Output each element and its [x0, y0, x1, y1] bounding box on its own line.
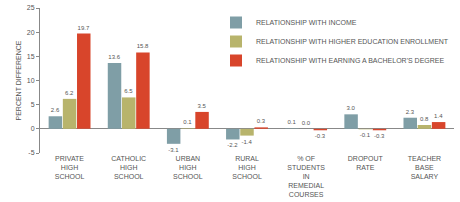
- svg-text:RELATIONSHIP WITH EARNING A BA: RELATIONSHIP WITH EARNING A BACHELOR'S D…: [256, 57, 445, 64]
- svg-text:PRIVATEHIGHSCHOOL: PRIVATEHIGHSCHOOL: [55, 155, 85, 180]
- svg-text:10: 10: [27, 77, 35, 84]
- svg-text:0.0: 0.0: [302, 120, 311, 126]
- svg-text:0.1: 0.1: [183, 119, 192, 125]
- svg-text:0.8: 0.8: [420, 116, 429, 122]
- svg-text:20: 20: [27, 29, 35, 36]
- svg-text:2.6: 2.6: [51, 107, 60, 113]
- svg-text:URBANHIGHSCHOOL: URBANHIGHSCHOOL: [173, 155, 203, 180]
- svg-text:1.4: 1.4: [434, 113, 443, 119]
- svg-text:3.5: 3.5: [198, 103, 207, 109]
- svg-text:-3.1: -3.1: [168, 147, 179, 153]
- svg-text:RELATIONSHIP WITH INCOME: RELATIONSHIP WITH INCOME: [256, 19, 357, 26]
- svg-text:0.3: 0.3: [257, 118, 266, 124]
- svg-text:5: 5: [31, 101, 35, 108]
- svg-text:DROPOUTRATE: DROPOUTRATE: [348, 155, 384, 171]
- svg-text:RELATIONSHIP WITH HIGHER EDUCA: RELATIONSHIP WITH HIGHER EDUCATION ENROL…: [256, 38, 449, 45]
- svg-text:0: 0: [31, 125, 35, 132]
- svg-text:15: 15: [27, 53, 35, 60]
- svg-text:TEACHERBASESALARY: TEACHERBASESALARY: [408, 155, 441, 180]
- svg-text:-0.1: -0.1: [360, 132, 371, 138]
- svg-text:19.7: 19.7: [78, 25, 90, 31]
- svg-text:PERCENT DIFFERENCE: PERCENT DIFFERENCE: [15, 40, 22, 120]
- svg-text:-2.2: -2.2: [227, 142, 238, 148]
- svg-text:0.1: 0.1: [287, 119, 296, 125]
- svg-text:-5: -5: [28, 149, 34, 156]
- svg-text:6.5: 6.5: [124, 88, 133, 94]
- svg-text:2.3: 2.3: [406, 109, 415, 115]
- svg-text:CATHOLICHIGHSCHOOL: CATHOLICHIGHSCHOOL: [111, 155, 146, 180]
- svg-text:-0.3: -0.3: [374, 133, 385, 139]
- svg-text:% OFSTUDENTSINREMEDIALCOURSES: % OFSTUDENTSINREMEDIALCOURSES: [287, 155, 325, 198]
- svg-text:15.8: 15.8: [137, 43, 149, 49]
- svg-text:13.6: 13.6: [108, 54, 120, 60]
- svg-text:-0.3: -0.3: [315, 133, 326, 139]
- svg-text:RURALHIGHSCHOOL: RURALHIGHSCHOOL: [232, 155, 262, 180]
- svg-text:-1.4: -1.4: [241, 139, 252, 145]
- svg-text:6.2: 6.2: [65, 90, 74, 96]
- svg-text:25: 25: [27, 4, 35, 11]
- svg-text:3.0: 3.0: [347, 105, 356, 111]
